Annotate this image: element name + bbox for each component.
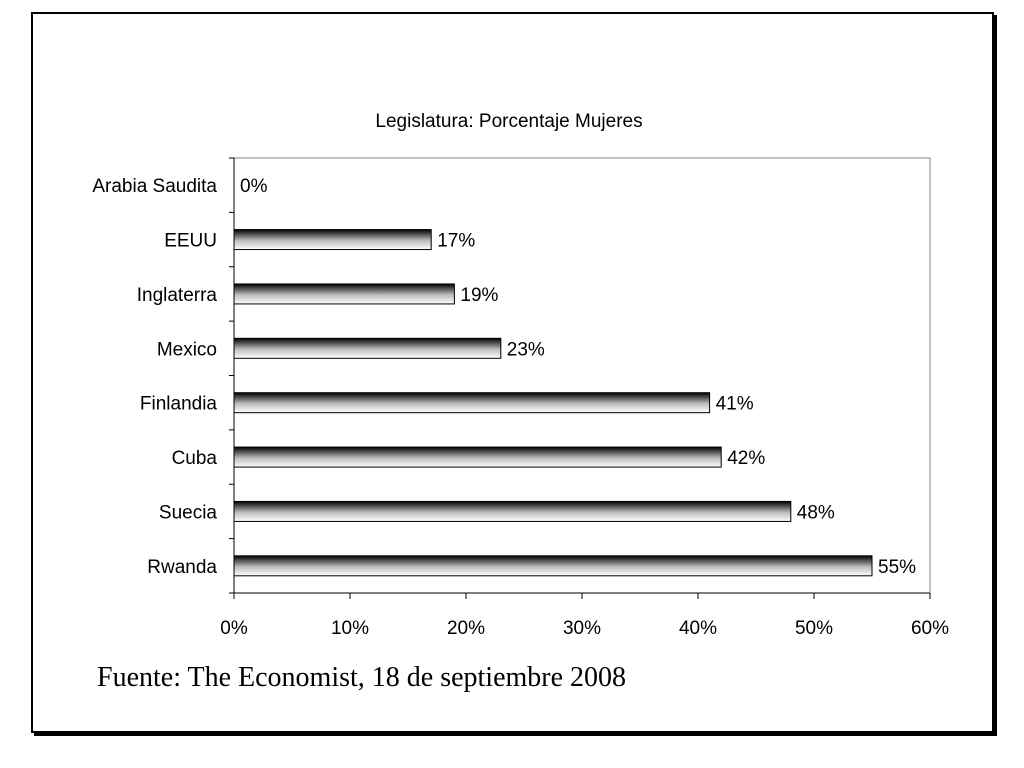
- bar: [233, 337, 502, 359]
- figure-frame: [31, 12, 994, 733]
- bar: [233, 229, 432, 251]
- x-tick-label: 20%: [447, 618, 485, 639]
- category-label: Cuba: [172, 448, 218, 469]
- x-tick-label: 60%: [911, 618, 949, 639]
- data-label: 42%: [727, 448, 765, 469]
- chart-title: Legislatura: Porcentaje Mujeres: [375, 111, 642, 132]
- data-label: 19%: [460, 285, 498, 306]
- plot-area: [233, 157, 931, 594]
- data-label: 55%: [878, 557, 916, 578]
- category-label: Rwanda: [147, 557, 217, 578]
- category-label: Arabia Saudita: [92, 176, 217, 197]
- x-tick-label: 40%: [679, 618, 717, 639]
- data-label: 41%: [716, 394, 754, 415]
- bar: [233, 555, 873, 577]
- category-label: Inglaterra: [137, 285, 218, 306]
- x-tick-label: 50%: [795, 618, 833, 639]
- x-tick-label: 0%: [220, 618, 248, 639]
- bar: [233, 446, 722, 468]
- bar: [233, 392, 711, 414]
- category-label: EEUU: [164, 231, 217, 252]
- category-label: Mexico: [157, 339, 217, 360]
- data-label: 0%: [240, 176, 268, 197]
- bar: [233, 500, 792, 522]
- bar: [233, 283, 455, 305]
- category-label: Suecia: [159, 502, 218, 523]
- bar-chart: Legislatura: Porcentaje Mujeres 0% 10% 20%…: [92, 111, 949, 639]
- data-label: 23%: [507, 339, 545, 360]
- data-label: 48%: [797, 502, 835, 523]
- source-note: Fuente: The Economist, 18 de septiembre …: [97, 662, 627, 693]
- x-tick-label: 10%: [331, 618, 369, 639]
- x-tick-label: 30%: [563, 618, 601, 639]
- data-label: 17%: [437, 231, 475, 252]
- category-label: Finlandia: [140, 394, 218, 415]
